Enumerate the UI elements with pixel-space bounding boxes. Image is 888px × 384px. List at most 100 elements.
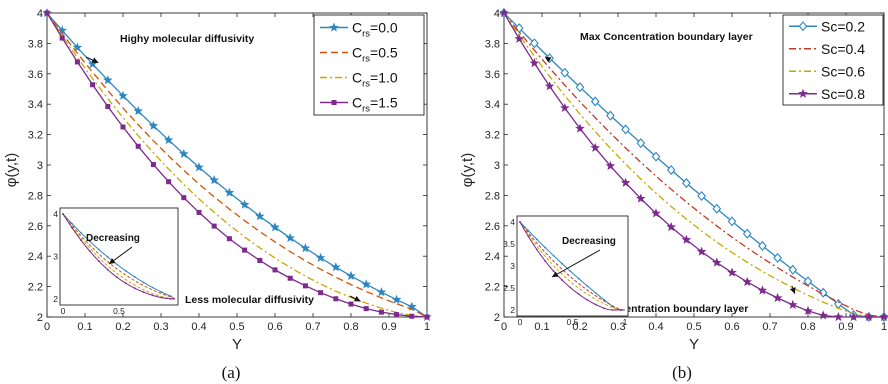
annotation-text: Less molecular diffusivity bbox=[185, 294, 314, 306]
annotation: Max Concentration boundary layer bbox=[544, 31, 753, 63]
x-tick-label: 0.2 bbox=[115, 321, 130, 333]
series-3 bbox=[46, 12, 428, 318]
data-point bbox=[636, 193, 646, 203]
inset-series-line bbox=[519, 221, 625, 311]
inset-data-point bbox=[535, 248, 538, 251]
data-point bbox=[135, 143, 141, 149]
data-point bbox=[209, 175, 219, 185]
inset-y-tick-label: 2 bbox=[510, 305, 515, 315]
data-point bbox=[879, 311, 888, 322]
annotation: Less molecular diffusivity bbox=[185, 294, 361, 306]
inset-data-point bbox=[569, 286, 572, 289]
y-axis-label: φ(y,t) bbox=[3, 153, 20, 187]
x-tick-label: 0.1 bbox=[534, 321, 549, 333]
data-point bbox=[499, 7, 509, 18]
inset-y-tick-label: 3 bbox=[53, 252, 58, 262]
data-point bbox=[194, 162, 204, 172]
inset-data-point bbox=[577, 277, 580, 280]
data-point bbox=[348, 301, 354, 307]
y-tick-label: 2.6 bbox=[28, 221, 43, 233]
data-point bbox=[378, 309, 384, 315]
inset-x-tick-label: 0.5 bbox=[567, 317, 579, 327]
inset-y-tick-label: 2.5 bbox=[503, 283, 515, 293]
legend-label: Crs=0.0 bbox=[352, 20, 398, 40]
inset-data-point bbox=[160, 296, 163, 299]
data-point bbox=[697, 190, 706, 202]
inset-data-point bbox=[544, 260, 547, 262]
x-tick-label: 0.8 bbox=[343, 321, 358, 333]
data-point bbox=[712, 257, 722, 267]
x-tick-label: 0.8 bbox=[800, 321, 815, 333]
inset-data-point bbox=[80, 239, 82, 242]
x-tick-label: 0.6 bbox=[267, 321, 282, 333]
data-point bbox=[575, 123, 585, 133]
inset-data-point bbox=[586, 284, 589, 287]
data-point bbox=[514, 33, 524, 43]
inset-data-point bbox=[611, 309, 614, 311]
inset-y-tick-label: 3.5 bbox=[503, 239, 515, 249]
inset-data-point bbox=[594, 303, 597, 306]
inset-series-line bbox=[519, 221, 626, 311]
data-point bbox=[666, 164, 676, 176]
inset-series-line bbox=[62, 213, 176, 300]
data-point bbox=[772, 292, 783, 303]
annotation-text: Highy molecular diffusivity bbox=[120, 33, 254, 45]
annotation-arrow bbox=[544, 56, 552, 63]
y-tick-label: 3.2 bbox=[28, 130, 43, 142]
inset-data-point bbox=[535, 238, 538, 241]
inset-data-point bbox=[106, 268, 109, 271]
x-tick-label: 0.5 bbox=[229, 321, 244, 333]
data-point bbox=[394, 312, 400, 318]
y-tick-label: 2.2 bbox=[485, 282, 500, 294]
data-point bbox=[44, 10, 50, 16]
data-point bbox=[758, 240, 767, 251]
y-tick-label: 2 bbox=[37, 312, 43, 324]
annotation: Highy molecular diffusivity bbox=[85, 33, 254, 64]
series-line bbox=[46, 12, 428, 318]
inset-data-point bbox=[115, 263, 118, 266]
data-point bbox=[864, 311, 874, 322]
inset-data-point bbox=[544, 246, 547, 249]
inset-data-point bbox=[115, 276, 118, 279]
legend-marker bbox=[798, 88, 808, 98]
data-point bbox=[544, 81, 555, 91]
inset-data-point bbox=[142, 291, 145, 294]
data-point bbox=[331, 262, 341, 272]
data-point bbox=[270, 222, 280, 232]
data-point bbox=[696, 246, 707, 256]
y-tick-label: 2.8 bbox=[28, 190, 43, 202]
inset-data-point bbox=[80, 231, 82, 234]
inset-data-point bbox=[603, 298, 605, 301]
data-point bbox=[211, 223, 217, 229]
y-tick-label: 4 bbox=[37, 8, 43, 20]
x-tick-label: 0.5 bbox=[686, 321, 701, 333]
data-point bbox=[57, 25, 67, 35]
legend-label: Sc=0.8 bbox=[821, 86, 865, 102]
data-point bbox=[788, 264, 798, 275]
inset-x-tick-label: 1 bbox=[623, 317, 628, 327]
inset-series-line bbox=[519, 221, 625, 311]
data-point bbox=[255, 211, 265, 221]
data-point bbox=[788, 299, 798, 309]
y-tick-label: 3.4 bbox=[485, 99, 500, 111]
x-tick-label: 1 bbox=[424, 321, 430, 333]
data-point bbox=[742, 228, 752, 239]
inset-x-tick-label: 0 bbox=[518, 317, 523, 327]
data-point bbox=[727, 267, 737, 277]
inset-series-line bbox=[62, 213, 176, 300]
x-tick-label: 0.2 bbox=[572, 321, 587, 333]
y-tick-label: 3.2 bbox=[485, 130, 500, 142]
data-point bbox=[242, 247, 248, 253]
x-tick-label: 1 bbox=[881, 321, 887, 333]
data-point bbox=[818, 310, 828, 320]
legend-label: Sc=0.2 bbox=[821, 18, 865, 34]
data-point bbox=[560, 102, 570, 113]
inset-data-point bbox=[619, 309, 622, 311]
data-point bbox=[590, 142, 600, 152]
legend-marker bbox=[331, 100, 337, 106]
series-line bbox=[46, 12, 428, 318]
data-point bbox=[181, 195, 187, 201]
series-4 bbox=[499, 7, 888, 322]
x-tick-label: 0.7 bbox=[762, 321, 777, 333]
data-point bbox=[346, 270, 356, 281]
